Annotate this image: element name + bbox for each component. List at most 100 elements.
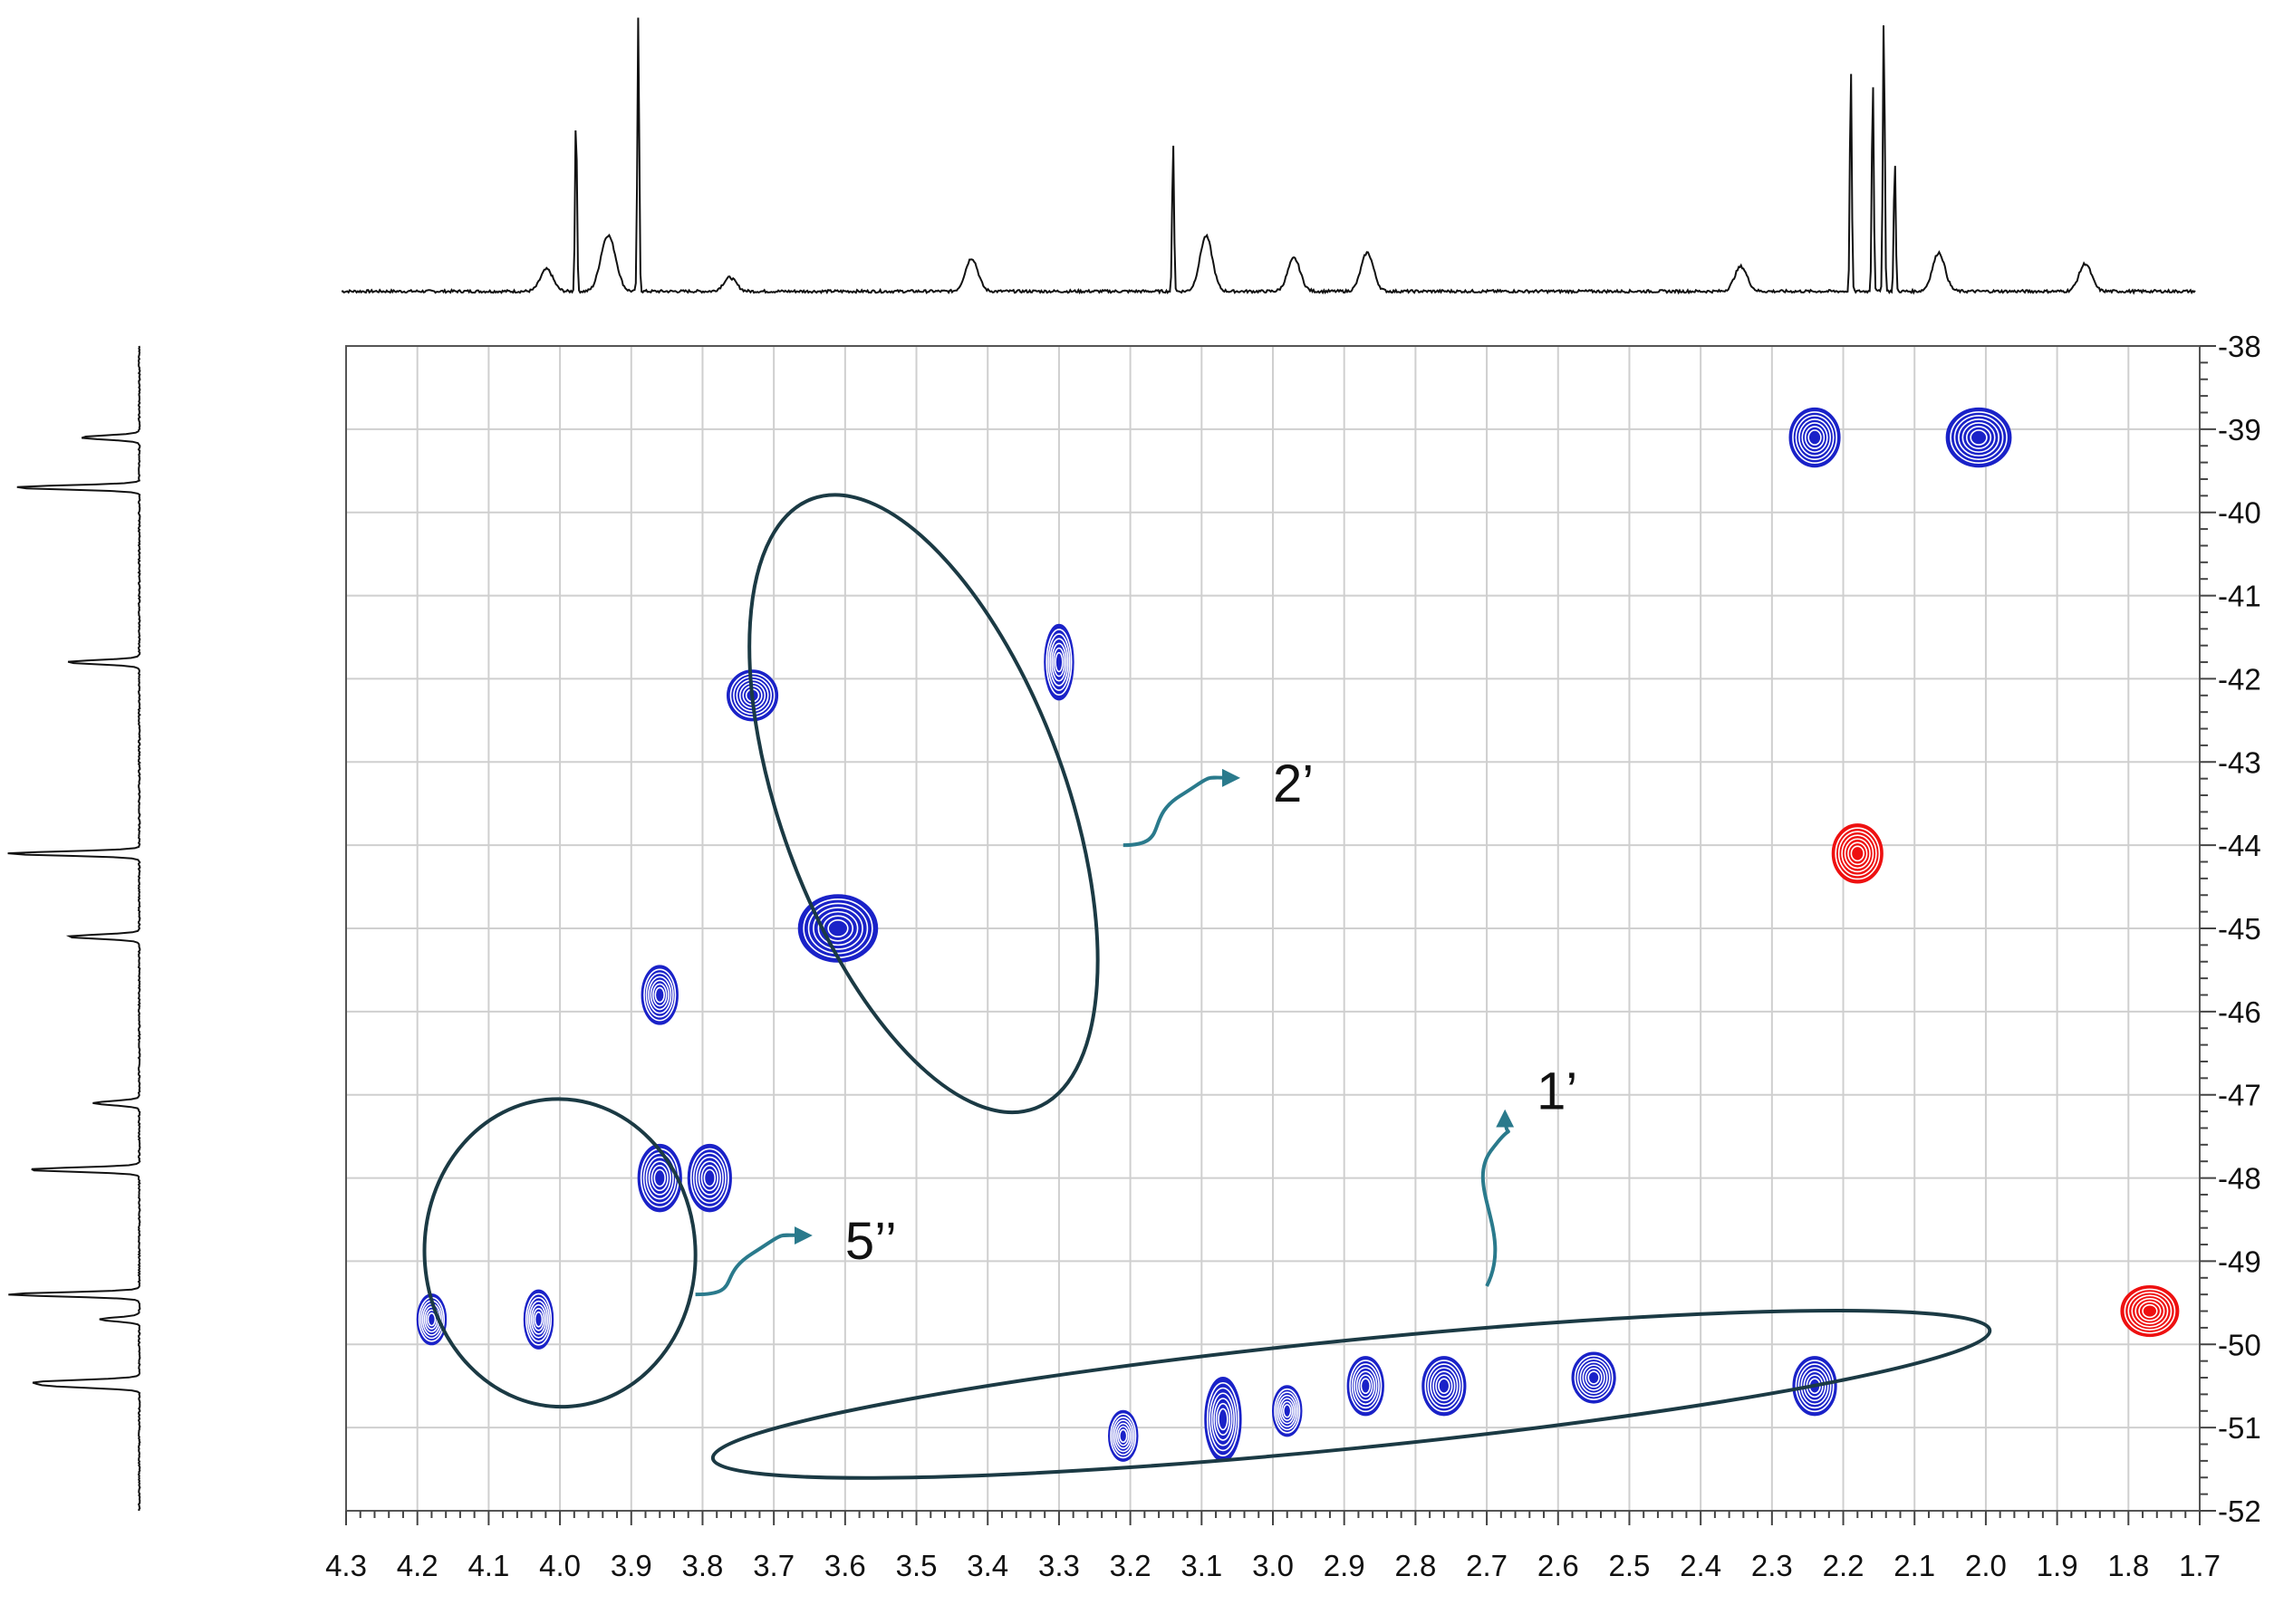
contour [641,966,678,1023]
contour [650,1164,669,1192]
contour [1958,418,1999,456]
cross-peak-negative [1831,823,1884,884]
contour-core [1284,1406,1290,1416]
contour-core [1972,432,1985,443]
contour [1793,1358,1836,1415]
contour [525,1292,553,1346]
y-tick-label: -38 [2218,330,2261,363]
contour [1354,1367,1378,1406]
contour [1051,642,1067,682]
contour [1045,629,1073,697]
contour [689,1148,729,1208]
x-tick-label: 2.1 [1893,1549,1935,1582]
group-ellipse [422,1097,698,1409]
contour [1841,834,1874,873]
contour [1432,1370,1456,1402]
group-ellipse [710,1309,1992,1480]
contour [1112,1416,1135,1456]
x-tick-label: 2.2 [1823,1549,1864,1582]
contour [1277,1394,1297,1427]
contour [1113,1419,1133,1453]
contour [530,1303,547,1335]
y-tick-label: -50 [2218,1328,2261,1361]
contour [733,676,773,716]
contour-core [656,989,663,1001]
cross-peak-positive [641,965,679,1025]
contour [1213,1398,1233,1441]
x-tick-label: 4.3 [325,1549,367,1582]
contour [1358,1374,1373,1398]
contour [1576,1358,1611,1398]
x-tick-label: 2.7 [1466,1549,1508,1582]
gridlines [346,346,2200,1511]
cross-peak-negative [2120,1284,2180,1338]
contour [2127,1292,2173,1331]
contour [1115,1422,1132,1449]
contour-core [1362,1380,1369,1392]
contour [1582,1364,1605,1391]
contour [1422,1358,1466,1415]
contour [654,986,665,1004]
y-tick-label: -40 [2218,496,2261,530]
contour-core [831,922,845,935]
contour [648,975,672,1014]
contour [692,1152,727,1204]
contour [1804,426,1826,449]
contour [1427,1363,1461,1409]
y-tick-label: -49 [2218,1244,2261,1278]
cross-peak-positive [687,1143,732,1213]
contour [1206,1381,1239,1456]
contour [827,919,849,937]
f1-projection-trace [7,345,141,1511]
contour [2134,1297,2165,1325]
contour [1360,1378,1372,1395]
x-tick-label: 3.8 [682,1549,724,1582]
contour [1055,651,1064,673]
y-axis: -38 -39 -40 -41 -42 -43 -44 -45 -46 -47 -48 -49 -50 -… [2200,330,2261,1528]
x-tick-label: 2.8 [1394,1549,1436,1582]
contour [729,672,776,718]
y-tick-label: -48 [2218,1162,2261,1196]
contour [698,1160,721,1196]
cross-peak-positive [1571,1351,1616,1404]
y-tick-label: -47 [2218,1079,2261,1112]
peak-group: 2’ [747,493,1314,1115]
contour [817,910,859,947]
contour [2138,1301,2162,1321]
contour [1435,1374,1453,1398]
contour [1798,418,1832,456]
group-arrow [695,1226,813,1297]
x-tick-label: 3.3 [1038,1549,1080,1582]
y-tick-label: -46 [2218,995,2261,1029]
x-tick-label: 2.6 [1537,1549,1579,1582]
contour [1579,1361,1608,1395]
x-tick-label: 1.7 [2179,1549,2221,1582]
cross-peak-positive [637,1143,682,1213]
f2-trace-line [341,17,2196,295]
contour [648,1160,671,1196]
cross-peak-positive [1044,623,1074,701]
contour [807,902,869,955]
contour-core [655,1171,664,1185]
x-tick-label: 3.4 [967,1549,1008,1582]
contour [1947,408,2010,466]
contour [653,1168,666,1187]
group-arrow [1480,1109,1515,1287]
y-tick-label: -43 [2218,745,2261,779]
cross-peak-positive [1204,1377,1242,1462]
x-tick-label: 4.1 [467,1549,509,1582]
contour [1961,422,1996,453]
contour [2124,1288,2176,1334]
contour [427,1312,437,1327]
contour [1833,825,1883,882]
contour [652,983,668,1007]
contour-core [429,1314,435,1324]
cross-peak-positive [1788,407,1841,468]
cross-peaks [416,407,2180,1462]
x-tick-label: 3.1 [1180,1549,1222,1582]
contour [1801,422,1828,453]
contour [813,907,863,950]
x-axis: 4.3 4.2 4.1 4.0 3.9 3.8 3.7 3.6 3.5 3.4 3.3 3.2 3.1 3… [325,1511,2221,1582]
contour [1053,647,1065,677]
